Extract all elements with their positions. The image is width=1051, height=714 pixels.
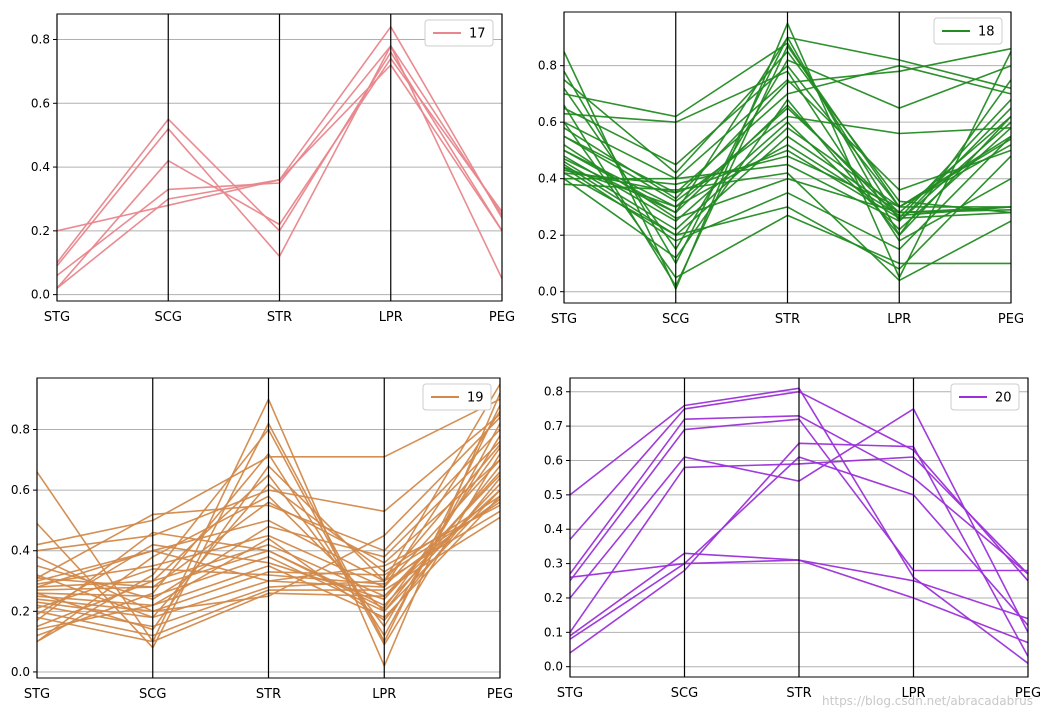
legend-label: 17 xyxy=(469,27,486,42)
chart-panel-19: 0.0 0.2 0.4 0.6 0.8 STG SCG STR LPR PEG 19 xyxy=(11,377,513,702)
y-tick-label: 0.0 xyxy=(544,660,563,674)
chart-panel-20: 0.0 0.1 0.2 0.3 0.4 0.5 0.6 0.7 0.8 STG SCG STR LPR P… xyxy=(544,377,1041,701)
x-tick-label: LPR xyxy=(901,686,925,701)
x-tick-label: STR xyxy=(256,687,281,702)
plot-frame xyxy=(56,13,503,302)
y-tick-label: 0.5 xyxy=(544,488,563,502)
y-tick-label: 0.4 xyxy=(544,522,563,536)
x-tick-label: SCG xyxy=(671,686,698,701)
plot-frame xyxy=(563,11,1012,304)
y-tick-label: 0.6 xyxy=(544,453,563,467)
chart-panel-18: 0.0 0.2 0.4 0.6 0.8 STG SCG STR LPR PEG 18 xyxy=(538,11,1024,327)
y-tick-label: 0.4 xyxy=(538,172,557,186)
y-tick-label: 0.2 xyxy=(31,224,50,238)
y-tick-label: 0.8 xyxy=(538,59,557,73)
legend-label: 19 xyxy=(467,391,484,406)
legend-label: 18 xyxy=(978,25,995,40)
plot-frame xyxy=(569,377,1029,678)
legend-label: 20 xyxy=(995,391,1012,406)
y-tick-label: 0.8 xyxy=(31,33,50,47)
plot-frame xyxy=(36,377,501,679)
y-tick-label: 0.2 xyxy=(538,228,557,242)
x-tick-label: SCG xyxy=(662,312,689,327)
y-tick-label: 0.3 xyxy=(544,557,563,571)
x-tick-label: SCG xyxy=(139,687,166,702)
y-tick-label: 0.4 xyxy=(31,160,50,174)
x-tick-label: STG xyxy=(551,312,577,327)
y-tick-label: 0.0 xyxy=(538,285,557,299)
y-tick-label: 0.1 xyxy=(544,625,563,639)
x-tick-label: PEG xyxy=(1015,686,1041,701)
x-tick-label: STR xyxy=(786,686,811,701)
watermark-text: https://blog.csdn.net/abracadabrus xyxy=(822,694,1033,708)
y-tick-label: 0.6 xyxy=(538,115,557,129)
x-tick-label: PEG xyxy=(487,687,513,702)
y-tick-label: 0.8 xyxy=(11,423,30,437)
y-tick-label: 0.8 xyxy=(544,385,563,399)
x-tick-label: PEG xyxy=(998,312,1024,327)
x-tick-label: LPR xyxy=(887,312,911,327)
y-tick-label: 0.6 xyxy=(11,483,30,497)
y-tick-label: 0.2 xyxy=(544,591,563,605)
chart-panel-17: 0.0 0.2 0.4 0.6 0.8 STG SCG STR LPR PEG 17 xyxy=(31,13,515,325)
y-tick-label: 0.7 xyxy=(544,419,563,433)
y-tick-label: 0.6 xyxy=(31,96,50,110)
legend: 17 xyxy=(424,19,494,47)
x-tick-label: LPR xyxy=(379,310,403,325)
x-tick-label: STG xyxy=(44,310,70,325)
y-tick-label: 0.2 xyxy=(11,604,30,618)
x-tick-label: STG xyxy=(557,686,583,701)
x-tick-label: STR xyxy=(775,312,800,327)
x-tick-label: STG xyxy=(24,687,50,702)
legend: 19 xyxy=(422,383,492,411)
x-tick-label: SCG xyxy=(155,310,182,325)
legend: 20 xyxy=(950,383,1020,411)
x-tick-label: PEG xyxy=(489,310,515,325)
y-tick-label: 0.0 xyxy=(11,665,30,679)
x-tick-label: STR xyxy=(267,310,292,325)
legend: 18 xyxy=(933,17,1003,45)
x-tick-label: LPR xyxy=(372,687,396,702)
y-tick-label: 0.0 xyxy=(31,288,50,302)
y-tick-label: 0.4 xyxy=(11,544,30,558)
